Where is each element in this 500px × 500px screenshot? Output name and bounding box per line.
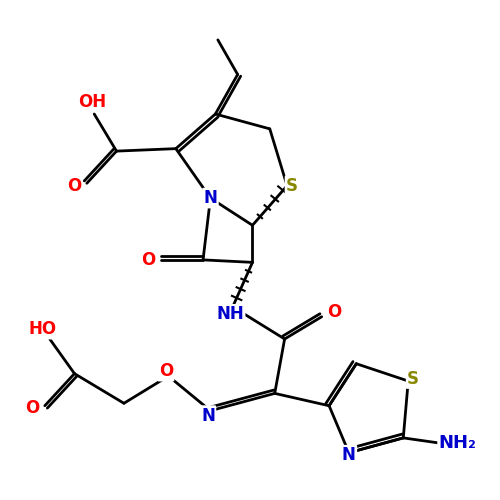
Text: O: O xyxy=(68,176,82,194)
Text: S: S xyxy=(286,176,298,194)
Text: HO: HO xyxy=(28,320,56,338)
Text: NH: NH xyxy=(216,306,244,324)
Text: N: N xyxy=(342,446,356,464)
Text: O: O xyxy=(159,362,173,380)
Text: N: N xyxy=(204,189,218,207)
Text: N: N xyxy=(201,406,215,424)
Text: S: S xyxy=(407,370,419,388)
Text: O: O xyxy=(142,251,156,269)
Text: O: O xyxy=(327,303,341,321)
Text: O: O xyxy=(26,399,40,417)
Text: OH: OH xyxy=(78,92,106,110)
Text: NH₂: NH₂ xyxy=(438,434,476,452)
